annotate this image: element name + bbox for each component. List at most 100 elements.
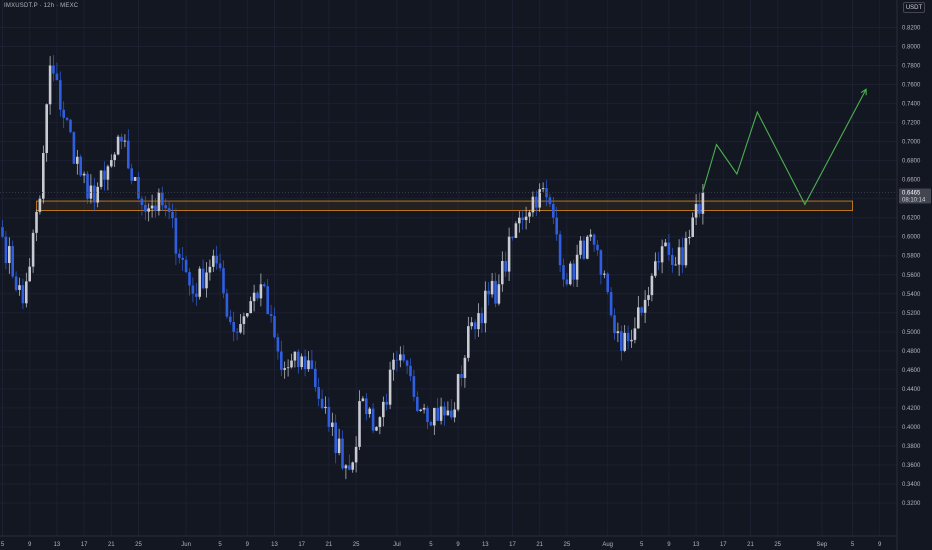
candle-body — [116, 136, 120, 155]
candle-body — [273, 316, 276, 338]
candle-body — [290, 360, 293, 368]
candle-body — [256, 292, 259, 299]
candle-body — [626, 332, 630, 342]
candle-body — [361, 398, 365, 402]
candle-body — [671, 254, 674, 265]
symbol-title[interactable]: IMXUSDT.P · 12h · MEXC — [4, 3, 79, 9]
candle-body — [637, 307, 640, 329]
candle-body — [507, 236, 511, 272]
candle-body — [242, 316, 246, 325]
price-tick-label: 0.4000 — [902, 425, 921, 431]
candle-body — [327, 406, 331, 427]
candle-body — [579, 240, 582, 255]
candle-body — [133, 177, 137, 181]
candle-body — [552, 204, 555, 218]
candle-body — [334, 422, 337, 454]
time-tick-label: 25 — [774, 542, 781, 548]
candle-body — [654, 261, 657, 276]
candle-body — [195, 293, 198, 297]
candle-body — [647, 295, 650, 300]
candle-body — [331, 422, 334, 427]
last-price-tag — [899, 188, 931, 204]
candle-body — [130, 168, 133, 181]
candle-body — [620, 331, 623, 351]
candle-body — [229, 316, 232, 323]
candle-body — [473, 322, 477, 330]
candle-body — [422, 407, 426, 410]
candle-body — [371, 408, 375, 431]
candle-body — [52, 65, 55, 74]
candle-body — [603, 273, 606, 275]
candle-body — [1, 227, 4, 237]
candle-body — [504, 261, 507, 272]
candle-body — [606, 273, 609, 293]
candle-body — [263, 284, 266, 287]
candle-body — [266, 286, 269, 315]
candle-body — [405, 360, 409, 366]
candle-body — [8, 246, 11, 264]
candle-body — [613, 315, 616, 334]
candle-body — [664, 242, 667, 247]
candle-body — [446, 410, 450, 416]
candle-body — [31, 232, 35, 267]
candle-body — [246, 313, 249, 317]
time-tick-label: 21 — [108, 542, 115, 548]
candle-body — [395, 359, 399, 361]
candle-body — [232, 322, 235, 332]
last-price-value: 0.6465 — [902, 190, 921, 196]
price-tick-label: 0.4600 — [902, 368, 921, 374]
candle-body — [225, 293, 229, 317]
candle-body — [317, 387, 320, 399]
candle-body — [164, 205, 167, 209]
candle-body — [569, 263, 572, 285]
forecast-path — [702, 88, 867, 206]
candle-body — [582, 240, 586, 259]
candle-body — [650, 275, 654, 296]
candle-body — [235, 331, 239, 333]
candle-body — [701, 192, 705, 214]
candle-body — [497, 284, 501, 304]
price-tick-label: 0.7600 — [902, 83, 921, 89]
candle-body — [21, 285, 25, 304]
candle-body — [62, 109, 65, 118]
candle-body — [93, 185, 96, 203]
price-tick-label: 0.8000 — [902, 45, 921, 51]
price-tick-label: 0.4800 — [902, 349, 921, 355]
candle-body — [402, 354, 405, 361]
price-tick-label: 0.4200 — [902, 406, 921, 412]
forecast-line — [702, 89, 867, 206]
candle-body — [297, 351, 300, 368]
price-tick-label: 0.7000 — [902, 140, 921, 146]
price-tick-label: 0.6800 — [902, 159, 921, 165]
price-tick-label: 0.5200 — [902, 311, 921, 317]
candle-body — [599, 250, 603, 275]
candle-body — [76, 156, 79, 164]
candle-body — [144, 204, 147, 212]
candle-body — [79, 156, 82, 176]
candle-body — [127, 140, 130, 169]
candle-body — [171, 211, 174, 219]
time-tick-label: Jul — [393, 542, 401, 548]
time-tick-label: 5 — [640, 542, 644, 548]
candle-body — [365, 398, 368, 415]
candle-body — [48, 65, 52, 105]
candle-body — [150, 205, 154, 209]
candle-body — [586, 236, 589, 259]
candle-body — [167, 208, 171, 212]
candle-body — [120, 136, 123, 142]
candle-body — [300, 356, 303, 368]
price-tick-label: 0.5400 — [902, 292, 921, 298]
currency-button[interactable]: USDT — [903, 2, 925, 13]
candle-body — [72, 132, 76, 164]
candle-body — [694, 204, 698, 218]
candle-body — [106, 166, 110, 180]
candle-body — [565, 279, 569, 285]
time-tick-label: 21 — [747, 542, 754, 548]
candle-body — [375, 426, 378, 431]
time-axis[interactable]: 5 9 13 17 21 25 Jun 5 9 13 17 21 25 Jul 5 9 13 17 21 25 Aug 5… — [1, 542, 882, 548]
candle-body — [283, 368, 286, 370]
candle-body — [470, 322, 473, 327]
time-tick-label: 9 — [878, 542, 882, 548]
candle-body — [609, 292, 613, 316]
